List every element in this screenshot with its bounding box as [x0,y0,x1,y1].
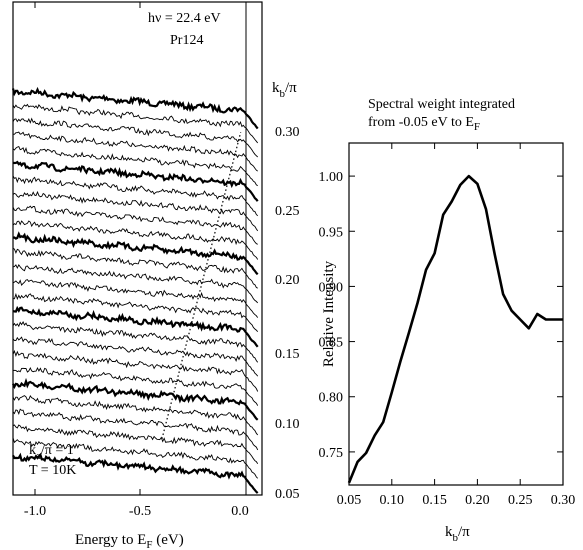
kb-tick-label: 0.15 [275,347,300,362]
right-xlabel-main: k [445,524,453,540]
right-y-axis-label: Relative Intensity [321,260,337,367]
right-x-tick-label: 0.30 [551,493,576,508]
ka-annotation: ka/π = 1 [29,443,74,462]
kb-label-main: k [272,80,280,96]
right-y-tick-label: 0.75 [319,446,344,461]
left-x-ticks: -1.0 -0.5 0.0 [24,2,249,519]
edc-curve [12,190,259,232]
kb-tick-label: 0.10 [275,417,300,432]
edc-curve [12,279,259,318]
right-y-tick-label: 0.80 [319,391,344,406]
edc-curve [12,408,259,451]
edc-curve [12,437,259,479]
edc-curve [12,336,259,377]
edc-curve [12,424,259,464]
edc-curve [12,366,259,406]
left-panel: -1.0 -0.5 0.0 0.30 0.25 0.20 0.15 0.10 0… [11,1,300,550]
kb-label-tail: /π [285,80,297,96]
edc-curve [12,103,259,144]
right-title-line2: from -0.05 eV to EF [368,115,480,133]
edc-curve [12,131,258,172]
left-xlabel-main: Energy to E [75,532,146,548]
right-panel: Spectral weight integrated from -0.05 eV… [319,97,576,544]
left-x-tick-label: -0.5 [129,504,151,519]
sample-annotation: Pr124 [170,33,203,48]
right-xlabel-tail: /π [458,524,470,540]
ka-label-tail: /π = 1 [41,443,74,458]
edc-curve [12,321,259,363]
right-x-tick-label: 0.25 [508,493,533,508]
ka-label-main: k [29,443,36,458]
right-y-tick-label: 0.85 [319,336,344,351]
right-x-axis-label: kb/π [445,524,470,544]
right-x-tick-label: 0.05 [337,493,362,508]
left-xlabel-tail: (eV) [153,532,184,548]
right-ticks: 0.05 0.10 0.15 0.20 0.25 0.30 0.75 0.80 0.85 0.90… [319,143,576,508]
edc-curve [12,377,259,421]
kb-tick-label: 0.25 [275,204,300,219]
kb-ticks: 0.30 0.25 0.20 0.15 0.10 0.05 [275,125,300,502]
intensity-line [347,174,563,484]
edc-curves [11,86,259,494]
right-plot-frame [348,142,564,486]
right-xlabel-sub: b [453,532,459,544]
left-x-axis-label: Energy to EF (eV) [75,532,184,550]
right-x-tick-label: 0.10 [380,493,405,508]
kb-tick-label: 0.05 [275,487,300,502]
edc-curve [11,86,259,130]
edc-curve [12,264,259,304]
edc-curve [12,220,259,260]
kb-tick-label: 0.20 [275,273,300,288]
right-y-tick-label: 0.90 [319,280,344,295]
edc-curve [12,452,259,494]
edc-curve [12,247,258,289]
right-y-tick-label: 1.00 [319,170,344,185]
edc-curve [12,394,259,436]
temperature-annotation: T = 10K [29,463,76,478]
right-title-line1: Spectral weight integrated [368,97,515,112]
kb-label-sub: b [280,88,286,100]
edc-curve [12,175,259,217]
edc-curve [12,146,258,187]
photon-energy-annotation: hν = 22.4 eV [148,11,221,26]
left-x-tick-label: -1.0 [24,504,46,519]
edc-curve [12,231,259,276]
right-x-tick-label: 0.15 [422,493,447,508]
right-y-tick-label: 0.95 [319,225,344,240]
edc-curve [12,117,259,158]
kb-axis-label: kb/π [272,80,297,100]
right-title-line2-sub: F [474,121,480,133]
right-title-line2-main: from -0.05 eV to E [368,115,474,130]
ka-label-sub: a [36,450,41,462]
right-x-tick-label: 0.20 [465,493,490,508]
edc-curve [12,292,259,332]
edc-curve [12,349,259,392]
kb-tick-label: 0.30 [275,125,300,140]
edc-curve [12,160,259,202]
dispersion-dotted-line [161,132,242,439]
left-x-tick-label: 0.0 [231,504,249,519]
edc-curve [12,305,259,348]
left-xlabel-sub: F [146,539,152,550]
